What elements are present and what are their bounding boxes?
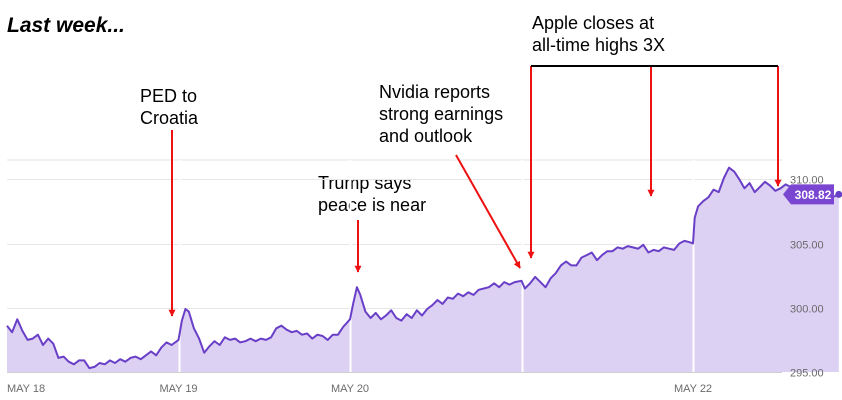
price-line-path <box>6 166 840 370</box>
price-area <box>7 167 839 372</box>
y-tick-label: 305.00 <box>790 240 824 252</box>
last-price-tag <box>783 184 834 205</box>
axes: 295.00 300.00 305.00 310.00 MAY 18 MAY 19 MAY … <box>7 175 824 395</box>
annotation-nvidia: Nvidia reports strong earnings and outlo… <box>379 81 503 147</box>
price-area-fill <box>7 167 839 372</box>
annotation-ped-line-2: Croatia <box>140 108 199 128</box>
x-tick-label: MAY 19 <box>159 383 197 395</box>
x-tick-label: MAY 22 <box>674 383 712 395</box>
y-tick-label: 300.00 <box>790 304 824 316</box>
x-tick-label: MAY 18 <box>7 383 45 395</box>
price-line <box>6 166 840 370</box>
grid <box>7 159 782 309</box>
annotation-ped: PED to Croatia <box>140 85 198 129</box>
annotation-ped-line-1: PED to <box>140 86 198 106</box>
annotation-arrows <box>168 65 782 317</box>
last-price-label: 308.82 <box>795 188 832 202</box>
last-price-badge: 308.82 <box>783 184 842 205</box>
annotation-trump-line-1: Trump says <box>318 173 412 193</box>
annotation-apple-line-2: all-time highs 3X <box>532 35 666 55</box>
page-heading: Last week... <box>7 14 125 37</box>
annotation-nvidia-line-3: and outlook <box>379 126 473 146</box>
last-price-dot <box>835 190 842 198</box>
annotation-nvidia-line-2: strong earnings <box>379 104 504 124</box>
annotation-nvidia-line-1: Nvidia reports <box>379 82 491 102</box>
x-tick-label: MAY 20 <box>331 383 369 395</box>
annotation-apple-line-1: Apple closes at <box>532 13 655 33</box>
annotation-trump: Trump says peace is near <box>318 172 426 216</box>
annotation-trump-line-2: peace is near <box>318 195 427 215</box>
y-tick-label: 295.00 <box>790 368 824 380</box>
annotation-arrow <box>455 154 521 269</box>
y-tick-label: 310.00 <box>790 175 824 187</box>
annotation-apple: Apple closes at all-time highs 3X <box>532 12 665 56</box>
